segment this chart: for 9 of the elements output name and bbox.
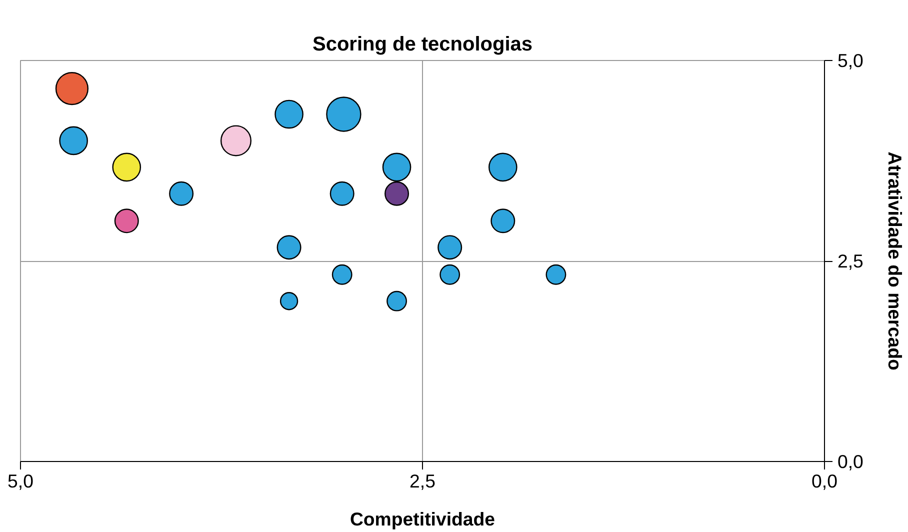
y-tick-label: 0,0 bbox=[838, 451, 864, 472]
chart-title: Scoring de tecnologias bbox=[312, 34, 533, 56]
y-axis-title: Atratividade do mercado bbox=[884, 152, 906, 370]
y-tick-label: 5,0 bbox=[838, 50, 864, 71]
y-tick-label: 2,5 bbox=[838, 250, 864, 272]
x-tick-label: 2,5 bbox=[410, 470, 436, 492]
x-axis-title: Competitividade bbox=[350, 508, 496, 530]
x-tick-label: 0,0 bbox=[812, 470, 838, 492]
x-tick-label: 5,0 bbox=[8, 470, 34, 492]
